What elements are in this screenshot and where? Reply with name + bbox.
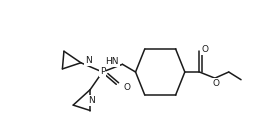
Text: O: O	[201, 45, 208, 54]
Text: O: O	[124, 83, 131, 92]
Text: N: N	[85, 56, 91, 65]
Text: O: O	[213, 79, 220, 88]
Text: P: P	[100, 67, 105, 76]
Text: N: N	[88, 96, 95, 105]
Text: HN: HN	[105, 57, 119, 66]
